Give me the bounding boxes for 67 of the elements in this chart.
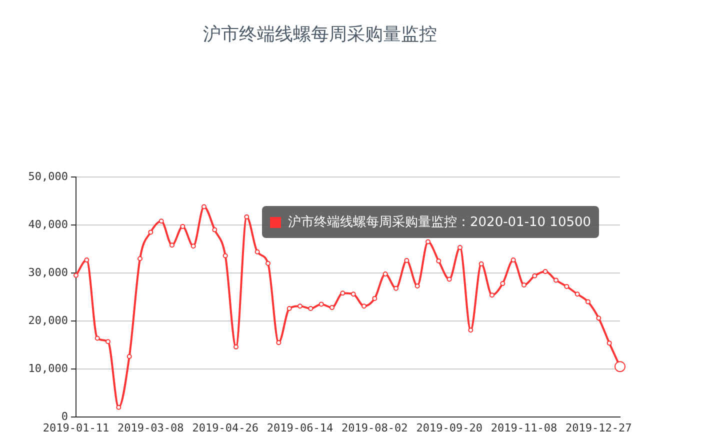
point [446, 276, 452, 282]
point [382, 271, 388, 276]
x-tick-label: 2019-01-11 [42, 421, 110, 434]
point [180, 224, 186, 229]
point [510, 258, 516, 263]
point [340, 290, 346, 296]
point [298, 304, 302, 309]
point [266, 260, 270, 266]
point [244, 214, 250, 220]
point [426, 239, 430, 244]
point [308, 306, 314, 312]
point [222, 253, 228, 258]
point [404, 258, 410, 264]
point [436, 258, 442, 264]
point [276, 340, 282, 346]
point [74, 272, 78, 278]
point [84, 258, 90, 263]
point [606, 340, 612, 346]
point [522, 282, 526, 288]
y-tick-label: 10,000 [28, 362, 68, 375]
point [372, 296, 378, 301]
point [394, 286, 398, 291]
annotation: 沪市终端线螺每周采购量监控：2020-01-10 10500 [288, 214, 592, 231]
point [542, 269, 548, 274]
y-tick-label: 30,000 [28, 266, 68, 279]
point [500, 281, 506, 286]
point [532, 273, 538, 278]
point [574, 292, 580, 297]
point [564, 284, 570, 289]
point [596, 316, 602, 321]
point [458, 245, 462, 250]
point [138, 256, 142, 262]
x-tick-label: 2019-12-27 [566, 421, 632, 434]
point [148, 230, 154, 235]
point [234, 344, 238, 350]
x-tick-label: 2019-08-02 [342, 421, 408, 434]
y-tick-label: 40,000 [28, 218, 68, 231]
point [254, 249, 260, 254]
point [330, 305, 334, 310]
point [468, 328, 474, 333]
point [170, 242, 174, 248]
point [414, 283, 420, 288]
point [318, 302, 324, 307]
point [106, 339, 110, 344]
x-tick-label: 2019-11-08 [490, 421, 558, 434]
point [490, 292, 494, 298]
x-tick-label: 2019-06-14 [266, 421, 334, 434]
point [158, 218, 164, 224]
point [478, 261, 484, 266]
point [362, 304, 366, 309]
point [190, 244, 196, 249]
point [116, 404, 122, 410]
x-tick-label: 2019-09-20 [416, 421, 482, 434]
x-tick-label: 2019-04-26 [192, 421, 258, 434]
point [126, 354, 132, 360]
point [202, 204, 206, 210]
chart-title: 沪市终端线螺每周采购量监控 [202, 23, 438, 46]
point [212, 227, 218, 232]
point [286, 306, 292, 312]
point [554, 278, 558, 283]
y-tick-label: 50,000 [28, 170, 68, 183]
point [586, 299, 590, 304]
y-tick-label: 0 [61, 410, 68, 423]
x-tick-label: 2019-03-08 [118, 421, 184, 434]
point [350, 292, 356, 297]
y-tick-label: 20,000 [28, 314, 68, 327]
point [94, 336, 100, 341]
